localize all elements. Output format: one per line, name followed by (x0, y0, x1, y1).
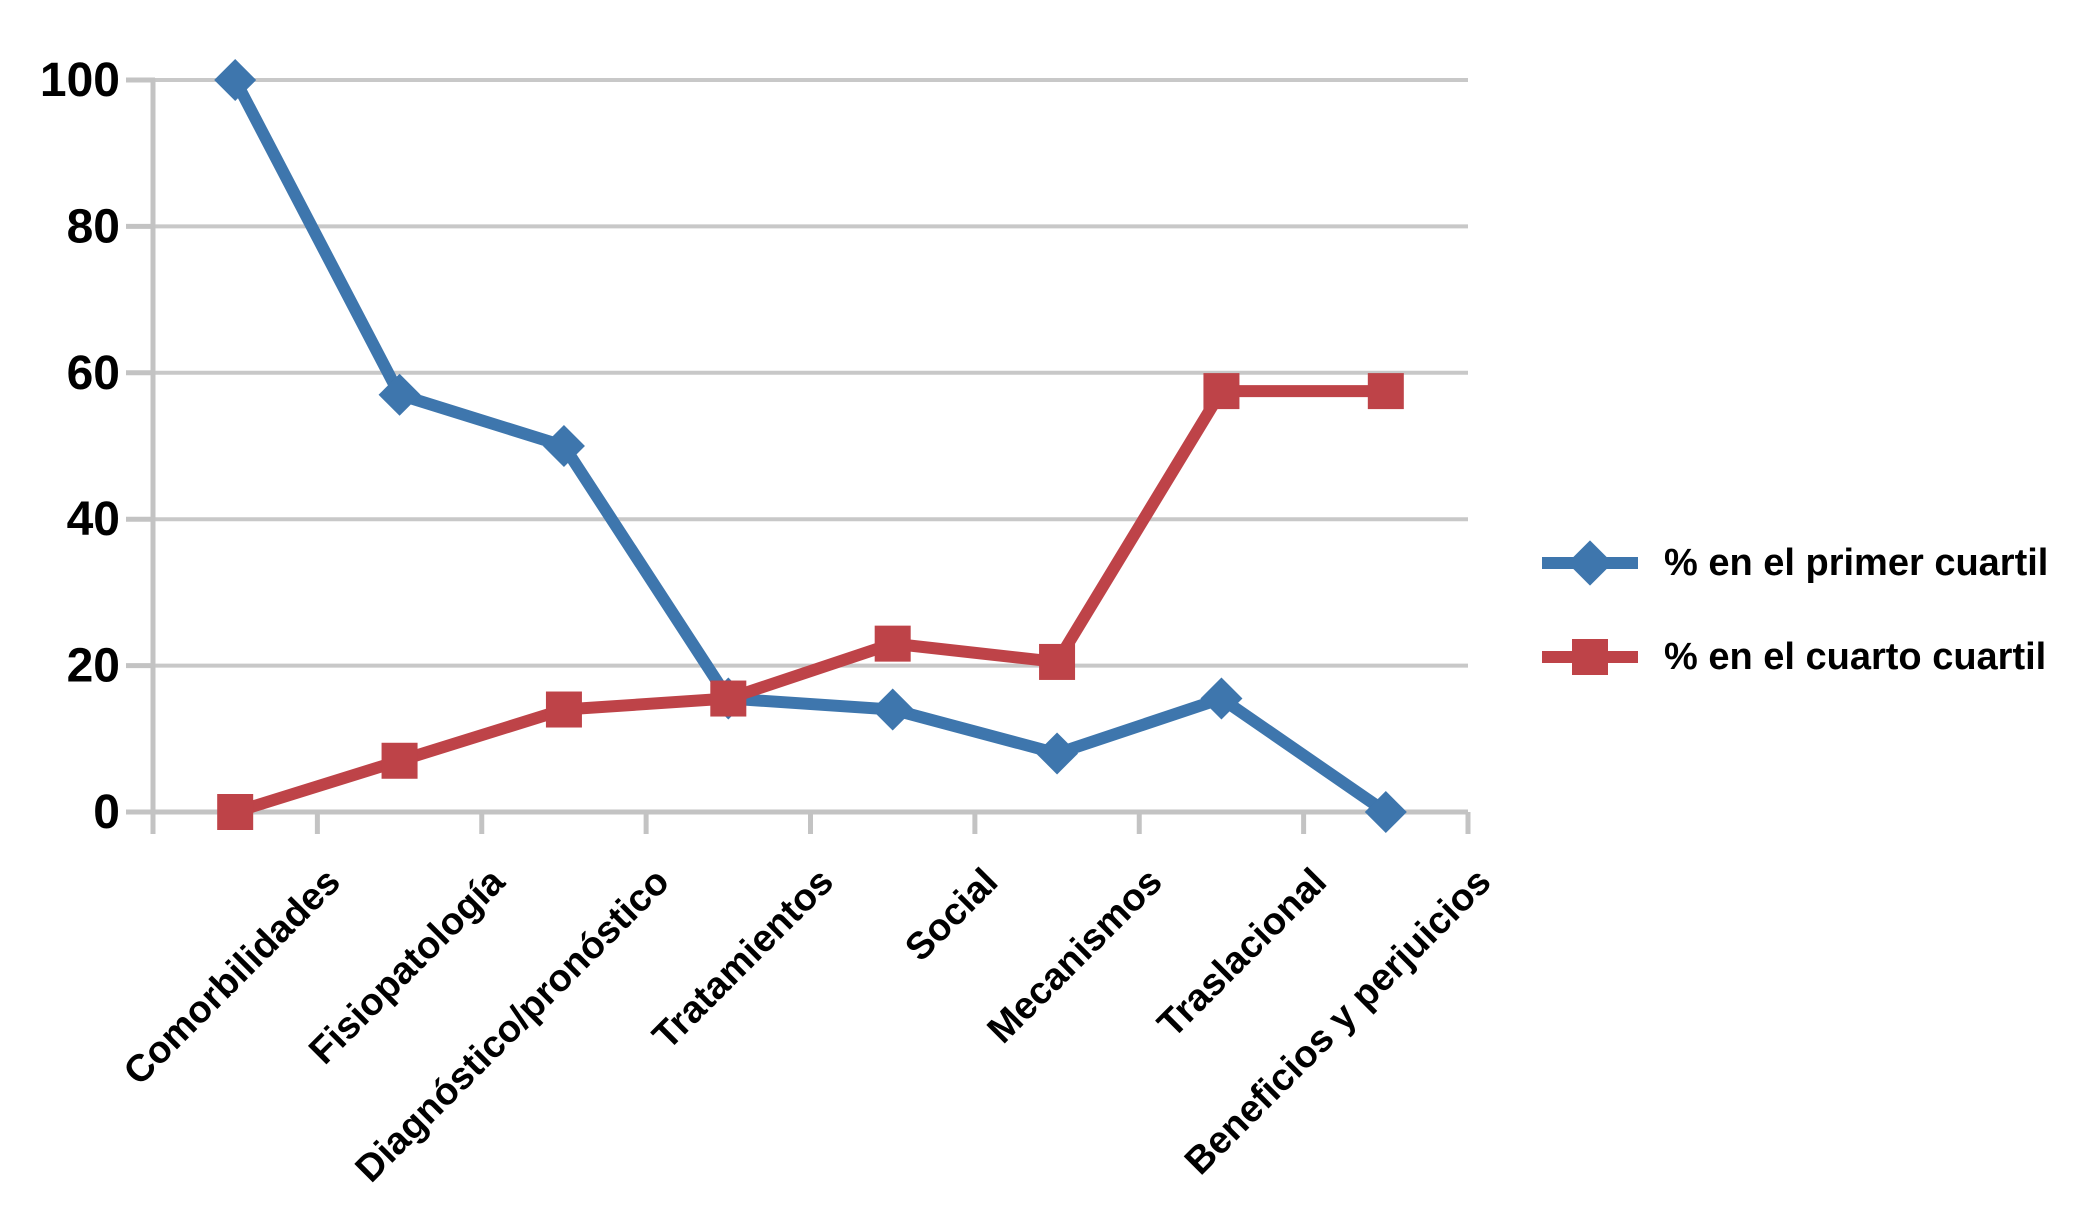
legend-label-primer-cuartil: % en el primer cuartil (1664, 541, 2049, 584)
y-axis-label-20: 20 (67, 640, 120, 693)
data-point-square-s1-3 (710, 680, 747, 717)
data-point-square-s1-0 (217, 794, 254, 830)
data-point-square-s1-2 (545, 691, 582, 728)
legend-item-cuarto-cuartil: % en el cuarto cuartil (1542, 621, 2048, 693)
y-axis-label-0: 0 (93, 786, 120, 839)
legend-item-primer-cuartil: % en el primer cuartil (1542, 527, 2048, 599)
data-point-diamond-s0-1 (378, 373, 421, 416)
data-point-diamond-s0-4 (871, 688, 914, 731)
category-label-6: Traslacional (1150, 861, 1335, 1046)
data-point-diamond-s0-0 (214, 59, 257, 101)
data-point-square-s1-6 (1203, 373, 1240, 410)
data-point-square-s1-5 (1039, 643, 1076, 680)
legend-label-cuarto-cuartil: % en el cuarto cuartil (1664, 635, 2047, 678)
data-point-square-s1-4 (874, 625, 911, 662)
y-axis-label-100: 100 (40, 54, 120, 107)
category-label-4: Social (897, 861, 1006, 970)
category-label-2: Diagnóstico/pronóstico (348, 861, 678, 1191)
category-label-7: Beneficios y perjuicios (1177, 861, 1499, 1183)
y-axis-label-60: 60 (67, 347, 120, 400)
category-label-0: Comorbilidades (116, 861, 349, 1094)
legend: % en el primer cuartil % en el cuarto cu… (1542, 527, 2048, 693)
data-point-diamond-s0-5 (1036, 732, 1079, 775)
legend-marker-cuarto-cuartil (1542, 633, 1638, 681)
y-axis-label-80: 80 (67, 200, 120, 253)
data-point-diamond-s0-2 (542, 425, 585, 467)
series-line-0 (229, 74, 1392, 818)
data-point-diamond-s0-7 (1364, 791, 1407, 833)
legend-square-icon (1572, 639, 1608, 675)
data-point-square-s1-1 (381, 742, 418, 779)
y-axis-label-40: 40 (67, 493, 120, 546)
legend-marker-primer-cuartil (1542, 539, 1638, 587)
data-point-diamond-s0-6 (1200, 677, 1243, 720)
series-line-1 (229, 385, 1392, 818)
category-label-5: Mecanismos (980, 861, 1171, 1052)
data-point-square-s1-7 (1367, 373, 1404, 410)
legend-diamond-icon (1567, 540, 1613, 586)
